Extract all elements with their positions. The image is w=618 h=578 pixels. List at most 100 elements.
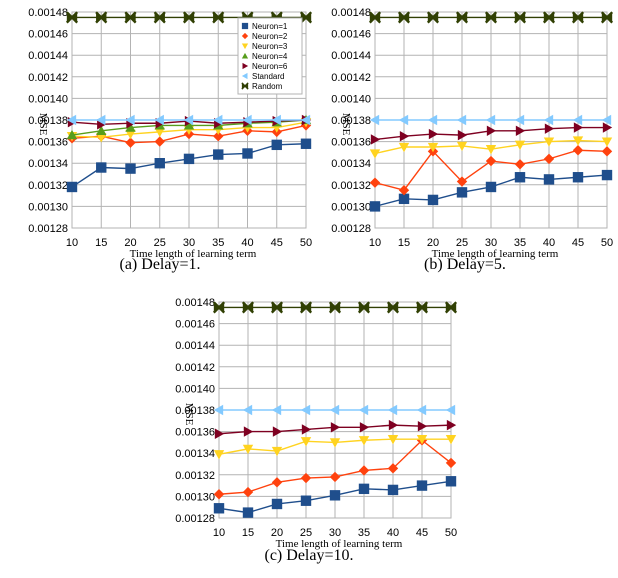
x-tick-label: 10: [369, 237, 381, 249]
data-point: [125, 163, 136, 174]
data-point-fill-l: [96, 12, 102, 23]
data-point: [242, 507, 254, 518]
legend-marker: [241, 82, 249, 90]
data-point-fill-r: [433, 12, 439, 23]
data-point: [417, 421, 428, 432]
data-point-fill-l: [183, 12, 189, 23]
legend-marker: [241, 72, 248, 80]
legend-swatch: [241, 32, 249, 40]
data-point: [154, 158, 165, 169]
x-tick-label: 10: [213, 527, 225, 539]
x-tick-label: 10: [66, 237, 78, 249]
data-point-fill-r: [422, 302, 428, 313]
data-point: [213, 503, 225, 514]
series-neuron-1: [213, 476, 457, 518]
data-point: [543, 174, 555, 185]
data-point: [329, 438, 341, 448]
y-tick-label: 0.00142: [331, 72, 371, 84]
y-tick-label: 0.00132: [28, 180, 68, 192]
data-point: [398, 193, 410, 205]
series-random: [65, 11, 313, 24]
data-point-fill-r: [306, 302, 312, 313]
chart-panel-0: 0.00148 0.00146 0.00144 0.00142 0.00140 0.001…: [28, 7, 312, 273]
data-point-fill-l: [572, 12, 578, 23]
data-point: [543, 114, 554, 126]
legend-label: Standard: [252, 72, 284, 81]
data-point: [213, 489, 225, 500]
legend-marker: [241, 43, 249, 50]
data-point: [301, 424, 312, 435]
series-standard: [66, 114, 311, 126]
legend-marker: [241, 32, 249, 40]
data-point-fill-r: [549, 12, 555, 23]
data-point-fill-r: [277, 302, 283, 313]
data-point: [398, 114, 409, 126]
data-point-fill-l: [154, 12, 160, 23]
y-tick-label: 0.00144: [331, 50, 371, 62]
y-tick-label: 0.00138: [331, 115, 371, 127]
legend-swatch: [242, 62, 249, 70]
legend-swatch-fill-l: [241, 82, 245, 90]
legend-label: Random: [252, 82, 283, 91]
y-axis-label: MSE: [37, 113, 49, 136]
data-point: [456, 176, 468, 187]
data-point: [242, 404, 253, 416]
data-point-fill-l: [416, 302, 422, 313]
y-tick-label: 0.00144: [175, 340, 215, 352]
y-tick-label: 0.00148: [28, 7, 68, 19]
series-random: [368, 11, 614, 24]
data-point-fill-l: [369, 12, 375, 23]
chart-caption: (b) Delay=5.: [424, 256, 506, 273]
x-tick-label: 50: [300, 237, 312, 249]
data-point: [330, 422, 341, 433]
x-tick-label: 25: [154, 237, 166, 249]
data-point: [457, 129, 468, 141]
data-point-fill-l: [427, 12, 433, 23]
data-point: [300, 495, 312, 506]
data-point: [427, 142, 439, 153]
data-point: [573, 122, 584, 133]
legend-label: Neuron=3: [252, 42, 288, 51]
data-point: [96, 125, 107, 135]
data-point: [445, 435, 457, 445]
chart-panel-2: 0.00148 0.00146 0.00144 0.00142 0.00140 0.001…: [175, 297, 457, 564]
data-point-fill-l: [329, 302, 335, 313]
data-point: [213, 450, 225, 460]
data-point-fill-r: [607, 12, 613, 23]
data-point: [601, 137, 613, 147]
data-point: [387, 435, 399, 445]
data-point: [456, 114, 467, 126]
data-point: [243, 426, 254, 437]
data-point-fill-r: [189, 12, 195, 23]
data-point: [154, 114, 164, 126]
x-axis-label: Time length of learning term: [130, 248, 257, 260]
y-tick-label: 0.00144: [28, 50, 68, 62]
data-point: [154, 127, 165, 138]
y-tick-label: 0.00134: [28, 158, 68, 170]
data-point: [572, 136, 584, 146]
series-random: [212, 301, 458, 314]
data-point: [213, 131, 224, 142]
x-tick-label: 30: [183, 237, 195, 249]
chart-caption: (a) Delay=1.: [120, 256, 201, 273]
legend-swatch: [241, 43, 249, 50]
x-tick-label: 15: [242, 527, 254, 539]
data-point: [601, 114, 612, 126]
data-point: [514, 159, 526, 170]
data-point: [183, 114, 194, 126]
data-point: [601, 146, 613, 157]
y-tick-label: 0.00146: [175, 319, 215, 331]
y-tick-label: 0.00132: [175, 470, 215, 482]
data-point: [329, 404, 340, 416]
series-standard: [213, 404, 456, 416]
data-point: [213, 114, 223, 126]
data-point: [514, 140, 526, 151]
x-tick-label: 45: [572, 237, 584, 249]
data-point-fill-l: [456, 12, 462, 23]
y-tick-label: 0.00142: [175, 362, 215, 374]
series-neuron-3: [369, 136, 613, 159]
y-tick-label: 0.00140: [331, 93, 371, 105]
data-point: [125, 122, 136, 132]
legend-swatch: [241, 72, 248, 80]
data-point-fill-l: [387, 302, 393, 313]
